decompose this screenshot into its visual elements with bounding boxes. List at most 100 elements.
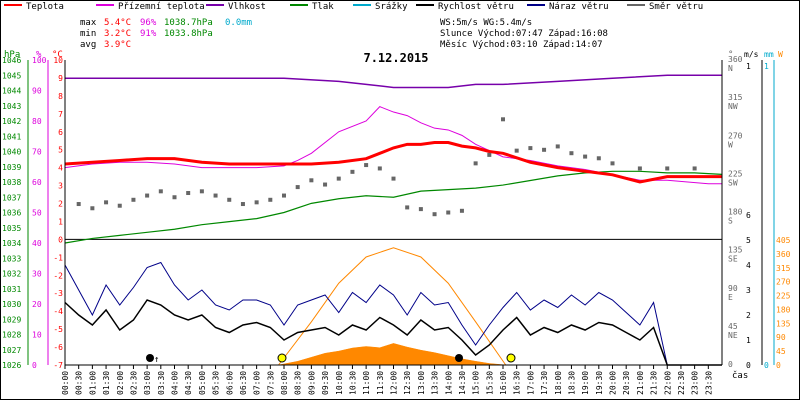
- stat-temp-max: 5.4°C: [104, 18, 131, 28]
- direction-tick-label: 225: [728, 169, 743, 178]
- info-line-2: Měsíc Východ:03:10 Západ:14:07: [440, 40, 603, 50]
- wind-dir-point: [282, 193, 286, 198]
- stat-temp-avg: 3.9°C: [104, 40, 131, 50]
- axes: hPa1046104510441043104210411040103910381…: [2, 50, 791, 370]
- x-tick-label: 05:00: [198, 371, 207, 395]
- x-tick-label: 17:30: [540, 371, 549, 395]
- x-tick-label: 07:00: [253, 371, 262, 395]
- celsius-tick-label: -6: [53, 343, 63, 352]
- x-tick-label: 01:00: [88, 371, 97, 395]
- sun-set-icon: [506, 353, 516, 363]
- wind-dir-point: [569, 151, 574, 156]
- wind-dir-point: [487, 152, 492, 157]
- hpa-tick-label: 1039: [2, 163, 21, 172]
- ms-tick-label: 5: [746, 236, 751, 245]
- grid: 00:00 00:30 01:00 01:30 02:00 02:30 03:00 03:30…: [61, 238, 748, 395]
- x-tick-label: 08:00: [280, 371, 289, 395]
- x-tick-label: 01:30: [102, 371, 111, 395]
- x-tick-label: 10:30: [348, 371, 357, 395]
- direction-compass-label: S: [728, 217, 733, 226]
- wind-dir-point: [364, 163, 369, 168]
- celsius-tick-label: -2: [53, 271, 63, 280]
- x-tick-label: 11:00: [362, 371, 371, 395]
- celsius-tick-label: -1: [53, 253, 63, 262]
- percent-tick-label: 100: [32, 56, 47, 65]
- stat-press-max: 1038.7hPa: [164, 18, 213, 28]
- legend: Teplota Přízemní teplota Vlhkost Tlak Srážky…: [4, 2, 703, 12]
- legend-label-ground_temp: Přízemní teplota: [118, 2, 205, 12]
- hpa-tick-label: 1033: [2, 254, 21, 263]
- x-tick-label: 21:00: [636, 371, 645, 395]
- stat-rain-max: 0.0mm: [225, 18, 252, 28]
- celsius-tick-label: -5: [53, 325, 63, 334]
- x-tick-label: 02:00: [116, 371, 125, 395]
- moon-set-icon: [455, 354, 463, 362]
- hpa-tick-label: 1041: [2, 132, 21, 141]
- x-tick-label: 02:30: [129, 371, 138, 395]
- x-tick-label: 11:30: [376, 371, 385, 395]
- watts-tick-label: 270: [776, 278, 791, 287]
- watts-tick-label: 45: [776, 347, 786, 356]
- x-tick-label: 03:00: [143, 371, 152, 395]
- x-tick-label: 18:00: [554, 371, 563, 395]
- ms-tick-label: 1: [746, 62, 751, 71]
- x-tick-label: 23:00: [691, 371, 700, 395]
- legend-label-wind_speed: Rychlost větru: [438, 2, 514, 12]
- mm-tick-label: 1: [764, 62, 769, 71]
- stat-hum-min: 91%: [140, 29, 157, 39]
- x-tick-label: 04:00: [171, 371, 180, 395]
- stat-hum-max: 96%: [140, 18, 157, 28]
- stat-press-min: 1033.8hPa: [164, 29, 213, 39]
- hpa-tick-label: 1042: [2, 117, 21, 126]
- wind-dir-point: [268, 197, 273, 202]
- wind-dir-point: [418, 207, 423, 212]
- x-tick-label: 19:00: [581, 371, 590, 395]
- x-tick-label: 13:00: [417, 371, 426, 395]
- wind-dir-point: [186, 191, 191, 196]
- wind-dir-point: [405, 205, 410, 210]
- x-tick-label: 07:30: [266, 371, 275, 395]
- celsius-tick-label: -7: [53, 361, 63, 370]
- wind-dir-point: [459, 208, 464, 213]
- hpa-tick-label: 1037: [2, 193, 21, 202]
- hpa-tick-label: 1034: [2, 239, 21, 248]
- direction-compass-label: N: [728, 64, 733, 73]
- axis-direction-label: °: [728, 50, 733, 60]
- wind-dir-point: [76, 202, 81, 207]
- hpa-tick-label: 1043: [2, 102, 21, 111]
- wind-dir-point: [172, 195, 177, 200]
- direction-compass-label: E: [728, 293, 733, 302]
- event-markers: ↑: [146, 353, 516, 365]
- ms-tick-label: 6: [746, 211, 751, 220]
- hpa-tick-label: 1031: [2, 285, 21, 294]
- x-tick-label: 00:00: [61, 371, 70, 395]
- x-tick-label: 09:30: [321, 371, 330, 395]
- celsius-tick-label: 8: [58, 92, 63, 101]
- direction-tick-label: 90: [728, 284, 738, 293]
- percent-tick-label: 20: [32, 300, 42, 309]
- wind-dir-point: [692, 166, 697, 171]
- legend-label-rain: Srážky: [375, 2, 408, 12]
- direction-compass-label: SE: [728, 255, 738, 264]
- wind-dir-point: [432, 212, 437, 217]
- moon-rise-arrow-icon: ↑: [154, 355, 159, 365]
- wind-dir-point: [665, 166, 670, 171]
- solar-theoretical-line: [278, 247, 507, 366]
- wind-dir-point: [145, 193, 150, 198]
- hpa-tick-label: 1030: [2, 300, 21, 309]
- wind-dir-point: [514, 148, 519, 153]
- hpa-tick-label: 1032: [2, 270, 21, 279]
- celsius-tick-label: 9: [58, 74, 63, 83]
- celsius-tick-label: 1: [58, 217, 63, 226]
- legend-label-pressure: Tlak: [312, 2, 334, 12]
- wind-dir-point: [350, 169, 355, 174]
- wind-dir-point: [542, 147, 547, 152]
- series-wind_speed: [64, 299, 722, 366]
- celsius-tick-label: 6: [58, 128, 63, 137]
- direction-compass-label: SW: [728, 178, 738, 187]
- series-temp: [64, 141, 722, 184]
- x-tick-label: 04:30: [184, 371, 193, 395]
- x-tick-label: 06:00: [225, 371, 234, 395]
- celsius-tick-label: 7: [58, 110, 63, 119]
- direction-compass-label: W: [728, 140, 733, 149]
